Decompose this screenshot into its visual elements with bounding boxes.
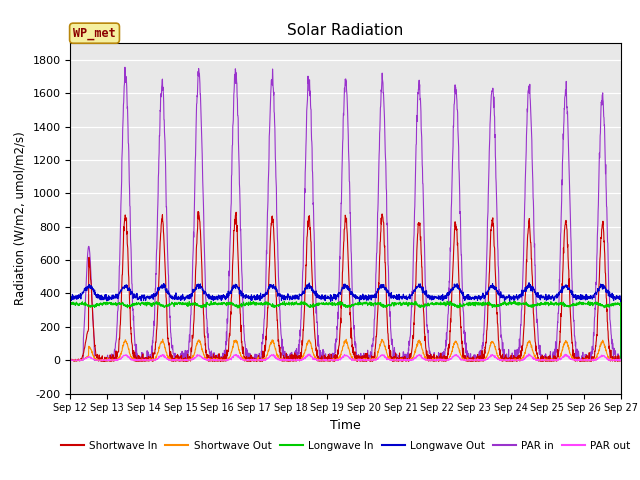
Shortwave Out — [221, 357, 228, 363]
Longwave Out — [362, 292, 369, 298]
Longwave Out — [506, 295, 513, 300]
Longwave In — [67, 300, 74, 306]
Longwave Out — [568, 290, 576, 296]
Shortwave Out — [569, 354, 577, 360]
Title: Solar Radiation: Solar Radiation — [287, 23, 404, 38]
PAR out — [617, 357, 625, 363]
Shortwave In — [195, 209, 202, 215]
Text: WP_met: WP_met — [73, 27, 116, 40]
Line: Shortwave Out: Shortwave Out — [70, 339, 621, 360]
Shortwave Out — [584, 357, 592, 363]
Longwave Out — [525, 280, 533, 286]
Legend: Shortwave In, Shortwave Out, Longwave In, Longwave Out, PAR in, PAR out: Shortwave In, Shortwave Out, Longwave In… — [56, 437, 635, 455]
PAR out — [220, 357, 228, 363]
PAR in — [568, 294, 576, 300]
Shortwave Out — [159, 336, 166, 342]
Longwave In — [506, 300, 513, 305]
PAR out — [362, 357, 369, 363]
PAR out — [506, 356, 513, 362]
PAR out — [568, 357, 576, 362]
PAR out — [584, 357, 591, 363]
Longwave Out — [584, 293, 591, 299]
Longwave In — [617, 357, 625, 363]
PAR in — [617, 357, 625, 363]
Line: PAR in: PAR in — [70, 67, 621, 360]
Longwave In — [568, 301, 576, 307]
Shortwave Out — [617, 357, 625, 363]
PAR out — [374, 357, 381, 362]
Y-axis label: Radiation (W/m2, umol/m2/s): Radiation (W/m2, umol/m2/s) — [14, 132, 27, 305]
Shortwave In — [221, 356, 228, 361]
Longwave In — [374, 300, 381, 306]
Shortwave In — [569, 343, 577, 349]
Longwave Out — [67, 296, 74, 302]
Shortwave Out — [506, 357, 514, 363]
Longwave In — [447, 299, 454, 304]
PAR in — [220, 357, 228, 363]
Line: Longwave In: Longwave In — [70, 301, 621, 360]
Shortwave In — [584, 355, 592, 361]
Shortwave In — [374, 307, 381, 312]
Shortwave In — [67, 357, 74, 363]
Shortwave In — [617, 357, 625, 363]
PAR in — [584, 357, 591, 363]
Shortwave In — [362, 358, 370, 364]
Longwave In — [220, 300, 228, 305]
Longwave Out — [374, 289, 381, 295]
Shortwave Out — [67, 357, 74, 363]
Line: Shortwave In: Shortwave In — [70, 212, 621, 361]
Longwave In — [362, 300, 369, 305]
PAR in — [67, 357, 74, 363]
Longwave In — [584, 300, 591, 305]
Line: Longwave Out: Longwave Out — [70, 283, 621, 360]
Line: PAR out: PAR out — [70, 354, 621, 360]
PAR out — [67, 357, 74, 363]
X-axis label: Time: Time — [330, 419, 361, 432]
Shortwave Out — [374, 348, 381, 354]
PAR in — [121, 64, 129, 70]
Shortwave Out — [362, 357, 370, 362]
PAR in — [506, 357, 513, 362]
PAR out — [525, 351, 532, 357]
Shortwave In — [506, 358, 514, 364]
PAR in — [374, 210, 381, 216]
Longwave Out — [220, 295, 228, 300]
Longwave Out — [617, 357, 625, 363]
PAR in — [362, 357, 369, 363]
Shortwave In — [70, 358, 77, 364]
Shortwave Out — [67, 357, 74, 363]
